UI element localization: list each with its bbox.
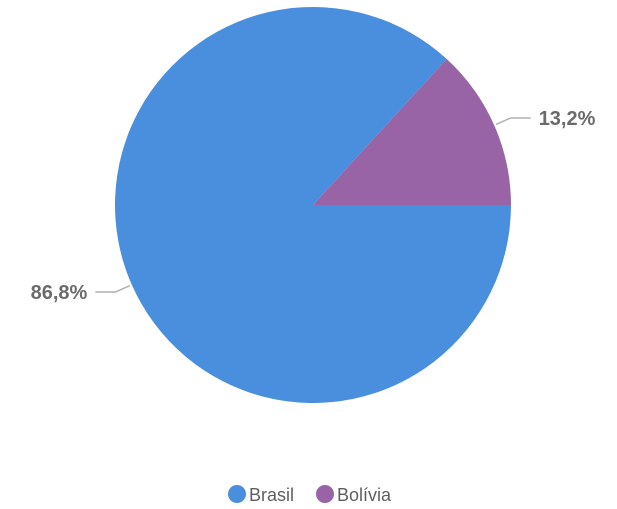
leader-line — [95, 284, 131, 293]
legend-swatch — [228, 485, 246, 503]
data-label: 13,2% — [539, 108, 596, 130]
pie-slices — [114, 7, 511, 404]
data-label: 86,8% — [31, 282, 88, 304]
legend-swatch — [316, 485, 334, 503]
legend-label: Brasil — [249, 485, 294, 505]
legend: Brasil Bolívia — [228, 485, 392, 505]
legend-label: Bolívia — [337, 485, 392, 505]
pie-labels: 86,8% 13,2% — [31, 108, 596, 304]
leader-line — [495, 117, 531, 126]
pie-slice-brasil[interactable] — [114, 7, 511, 404]
pie-slice-bolivia[interactable] — [313, 58, 511, 205]
